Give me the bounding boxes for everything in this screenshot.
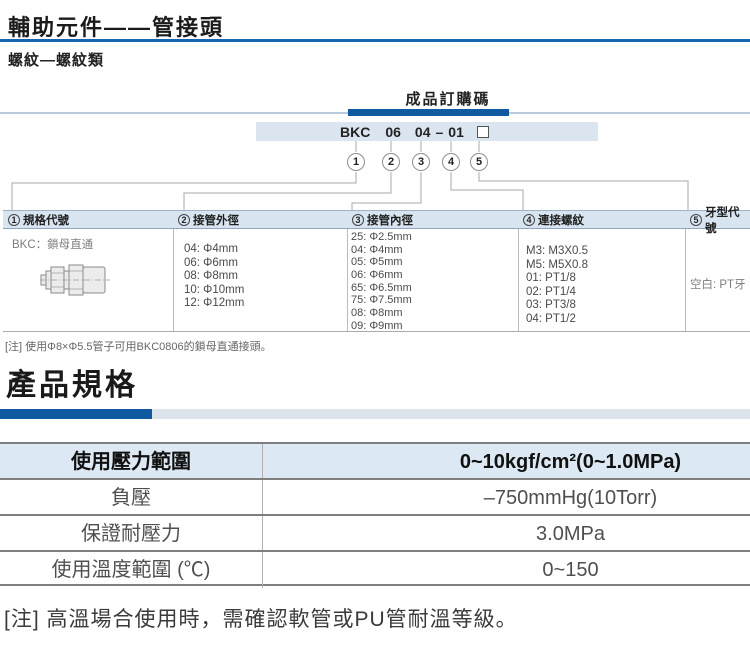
order-code-inner-dia: 04 [414, 124, 431, 140]
list-item: 06: Φ6mm [184, 256, 238, 269]
thread-list: M3: M3X0.5 M5: M5X0.8 01: PT1/8 02: PT1/… [526, 245, 588, 326]
thread-type-item: 空白: PT牙 [690, 279, 746, 291]
spec-section-title: 產品規格 [6, 369, 138, 402]
spec-label: 使用壓力範圍 [0, 444, 263, 480]
order-code-outer-dia: 06 [385, 124, 401, 140]
spec-value: 0~10kgf/cm²(0~1.0MPa) [459, 451, 682, 473]
list-item: 09: Φ9mm [351, 319, 403, 332]
order-code-series: BKC [340, 124, 371, 140]
circled-3-icon: 3 [352, 213, 364, 226]
header-spec-code: 1 規格代號 [3, 210, 173, 229]
circled-2-icon: 2 [178, 213, 190, 226]
list-item: 06: Φ6mm [351, 269, 403, 282]
list-item: 05: Φ5mm [351, 256, 403, 269]
table-bottom-border [3, 331, 750, 332]
header-thread-type: 5 牙型代號 [685, 207, 750, 235]
page-subtitle: 螺紋—螺紋類 [8, 52, 105, 69]
list-item: M5: M5X0.8 [526, 258, 588, 271]
circled-4-icon: 4 [523, 213, 535, 226]
list-item: 25: Φ2.5mm [351, 231, 412, 243]
header-label: 連接螺紋 [538, 214, 584, 227]
header-connect-thread: 4 連接螺紋 [518, 210, 685, 229]
order-table-note: [注] 使用Φ8×Φ5.5管子可用BKC0806的鎖母直通接頭。 [5, 341, 272, 353]
order-code-dash: – [435, 124, 444, 140]
spec-value: 3.0MPa [536, 523, 605, 545]
position-circle-1: 1 [347, 153, 365, 171]
list-item: 10: Φ10mm [184, 283, 245, 296]
spec-row-vacuum: 負壓 –750mmHg(10Torr) [0, 478, 750, 516]
position-circle-2: 2 [382, 153, 400, 171]
spec-row-pressure-range: 使用壓力範圍 0~10kgf/cm²(0~1.0MPa) [0, 442, 750, 480]
order-code-table: 1 規格代號 2 接管外徑 3 接管內徑 4 連接螺紋 5 牙型代號 BKC：鎖… [3, 207, 750, 333]
header-label: 規格代號 [23, 214, 69, 227]
list-item: 08: Φ8mm [351, 307, 403, 320]
circled-1-icon: 1 [8, 213, 20, 226]
list-item: 08: Φ8mm [184, 270, 238, 282]
position-circle-3: 3 [412, 153, 430, 171]
column-divider [347, 229, 348, 331]
spec-value: –750mmHg(10Torr) [483, 487, 658, 509]
title-underline [0, 39, 750, 42]
circled-5-icon: 5 [690, 213, 702, 226]
list-item: 01: PT1/8 [526, 272, 576, 284]
spec-row-temperature: 使用溫度範圍 (℃) 0~150 [0, 550, 750, 588]
order-code-thread: 01 [448, 124, 464, 140]
empty-square-icon [476, 126, 489, 138]
spec-row-proof-pressure: 保證耐壓力 3.0MPa [0, 514, 750, 552]
list-item: 12: Φ12mm [184, 297, 245, 309]
list-item: 75: Φ7.5mm [351, 294, 412, 307]
order-code-band [256, 122, 598, 141]
order-code: BKC 06 04 – 01 [340, 124, 489, 140]
column-divider [685, 229, 686, 331]
header-tube-id: 3 接管內徑 [347, 210, 518, 229]
header-label: 接管內徑 [367, 214, 413, 227]
list-item: M3: M3X0.5 [526, 245, 588, 257]
position-circle-4: 4 [442, 153, 460, 171]
tube-od-list: 04: Φ4mm 06: Φ6mm 08: Φ8mm 10: Φ10mm 12:… [184, 243, 244, 311]
page-title: 輔助元件——管接頭 [8, 15, 225, 40]
spec-value: 0~150 [542, 559, 599, 581]
spec-note: [注] 高溫場合使用時，需確認軟管或PU管耐溫等級。 [4, 608, 518, 631]
header-tube-od: 2 接管外徑 [173, 210, 347, 229]
spec-rule-light [0, 409, 750, 419]
list-item: 02: PT1/4 [526, 285, 576, 298]
order-table-header-row [3, 210, 750, 229]
spec-table: 使用壓力範圍 0~10kgf/cm²(0~1.0MPa) 負壓 –750mmHg… [0, 442, 750, 588]
spec-label: 使用溫度範圍 (℃) [0, 552, 263, 588]
header-label: 牙型代號 [705, 206, 740, 235]
list-item: 04: Φ4mm [351, 243, 403, 256]
ordering-section-title: 成品訂購碼 [405, 91, 491, 108]
column-divider [518, 229, 519, 331]
spec-label: 保證耐壓力 [0, 516, 263, 552]
position-circle-5: 5 [470, 153, 488, 171]
spec-label: 負壓 [0, 480, 263, 516]
fitting-illustration [40, 264, 110, 296]
spec-code-item: BKC：鎖母直通 [12, 239, 94, 251]
header-label: 接管外徑 [193, 214, 239, 227]
tube-id-list: 25: Φ2.5mm 04: Φ4mm 05: Φ5mm 06: Φ6mm 65… [351, 231, 412, 333]
ordering-rule-accent [348, 109, 509, 116]
column-divider [173, 229, 174, 331]
list-item: 04: Φ4mm [184, 243, 238, 255]
list-item: 65: Φ6.5mm [351, 281, 412, 294]
spec-rule-accent [0, 409, 152, 419]
list-item: 03: PT3/8 [526, 299, 576, 311]
list-item: 04: PT1/2 [526, 312, 576, 325]
